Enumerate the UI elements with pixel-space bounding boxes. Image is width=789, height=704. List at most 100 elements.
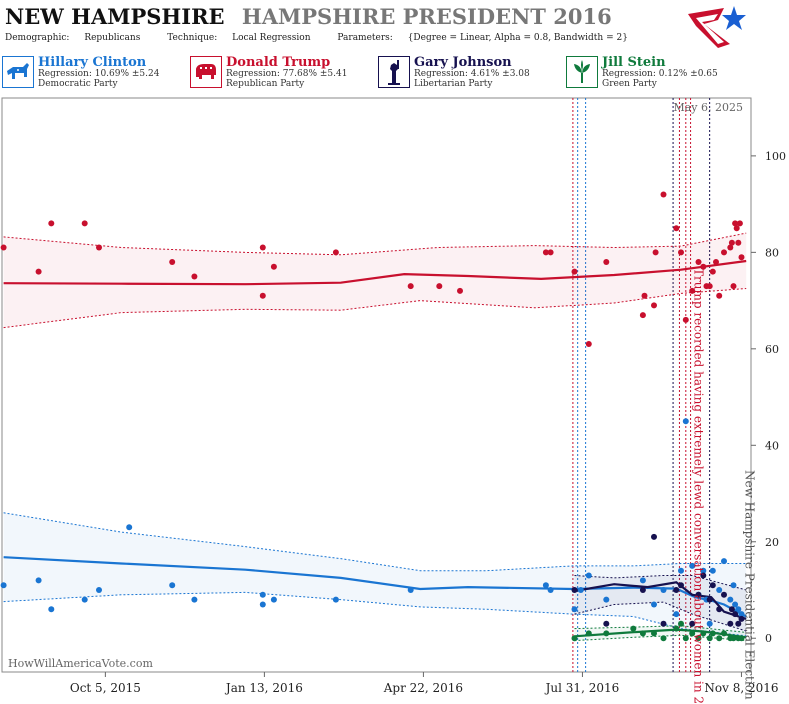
poll-point [706,596,713,603]
x-tick-label: Nov 8, 2016 [704,681,778,695]
candidate-party: Libertarian Party [414,79,493,89]
lower-bound-line [3,288,747,329]
candidate-legend: Hillary Clinton Regression: 10.69% ±5.24… [0,54,789,94]
poll-point [35,577,42,584]
poll-point [730,582,737,589]
poll-point [169,582,176,589]
poll-point [732,601,739,608]
poll-point [603,596,610,603]
poll-point [730,635,737,642]
confidence-band [3,233,747,328]
regression-chart: Oct 5, 2015 Jan 13, 2016 Apr 22, 2016 Jul 3… [0,97,786,704]
demographic-label: Demographic: [5,33,70,43]
upper-bound-line [574,625,747,633]
upper-bound-line [574,575,747,591]
poll-point [728,606,735,613]
poll-point [735,620,742,627]
poll-point [673,225,680,232]
candidate-party: Democratic Party [38,79,118,89]
poll-point [727,620,734,627]
site-logo-icon[interactable] [684,4,748,50]
candidate-clinton[interactable]: Hillary Clinton Regression: 10.69% ±5.24… [0,54,184,92]
chart-area: Oct 5, 2015 Jan 13, 2016 Apr 22, 2016 Jul 3… [0,96,789,704]
poll-point [407,587,414,593]
poll-point [738,611,745,618]
poll-point [639,312,646,319]
poll-point [35,268,42,275]
poll-point [542,582,549,589]
lower-bound-line [574,601,747,632]
plot-frame [1,97,752,673]
poll-point [571,587,578,593]
poll-point [270,263,277,270]
poll-point [709,582,716,589]
parameters: Parameters: {Degree = Linear, Alpha = 0.… [337,33,640,43]
poll-point [673,625,680,632]
poll-point [660,635,667,642]
poll-point [542,249,549,256]
poll-point [603,259,610,265]
poll-point [547,249,554,256]
regression-line [3,259,747,286]
technique-label: Technique: [167,33,218,43]
poll-point [721,558,727,565]
poll-point [727,244,734,251]
poll-point [630,625,637,632]
lower-bound-line [574,634,747,642]
demographic: Demographic: Republicans [5,33,152,43]
candidate-name: Donald Trump [226,55,331,70]
poll-point [700,630,707,637]
poll-point [738,635,745,642]
poll-point [706,635,713,642]
poll-point [689,620,696,627]
poll-point [689,562,696,569]
poll-point [651,601,657,608]
poll-point [721,249,727,256]
poll-point [126,524,133,531]
poll-point [700,567,707,574]
candidate-trump[interactable]: Donald Trump Regression: 77.68% ±5.41 Re… [188,54,372,92]
poll-point [571,268,578,275]
leaf-icon [566,56,598,88]
poll-point [735,239,742,246]
technique-value: Local Regression [232,33,311,43]
poll-point [721,630,727,637]
poll-point [689,287,696,294]
poll-point [728,239,735,246]
donkey-icon [2,56,34,88]
poll-point [547,587,554,593]
poll-point [727,596,734,603]
poll-point [651,302,657,309]
poll-point [735,606,742,613]
poll-point [716,292,723,299]
poll-point [730,283,737,290]
candidate-name: Jill Stein [602,55,666,70]
candidate-regression: Regression: 4.61% ±3.08 [414,69,530,79]
poll-point [651,533,657,540]
y-tick-label: 80 [765,246,779,259]
poll-point [259,601,266,608]
poll-point [259,591,266,598]
poll-point [639,630,646,637]
poll-point [682,316,689,323]
poll-point [641,292,648,299]
candidate-regression: Regression: 77.68% ±5.41 [226,69,348,79]
candidate-party: Green Party [602,79,657,89]
header: NEW HAMPSHIRE HAMPSHIRE PRESIDENT 2016 D… [0,0,789,52]
candidate-stein[interactable]: Jill Stein Regression: 0.12% ±0.65 Green… [564,54,748,92]
poll-point [682,635,689,642]
poll-point [407,283,414,290]
poll-point [652,249,659,256]
candidate-johnson[interactable]: Gary Johnson Regression: 4.61% ±3.08 Lib… [376,54,560,92]
poll-point [585,341,592,347]
poll-point [738,615,745,622]
candidate-name: Gary Johnson [414,55,512,70]
poll-point [48,220,55,227]
poll-point [660,620,667,627]
poll-point [736,220,743,227]
poll-point [259,292,266,299]
poll-point [603,620,610,627]
poll-point [96,244,102,251]
poll-point [673,587,680,593]
poll-point [716,606,723,613]
